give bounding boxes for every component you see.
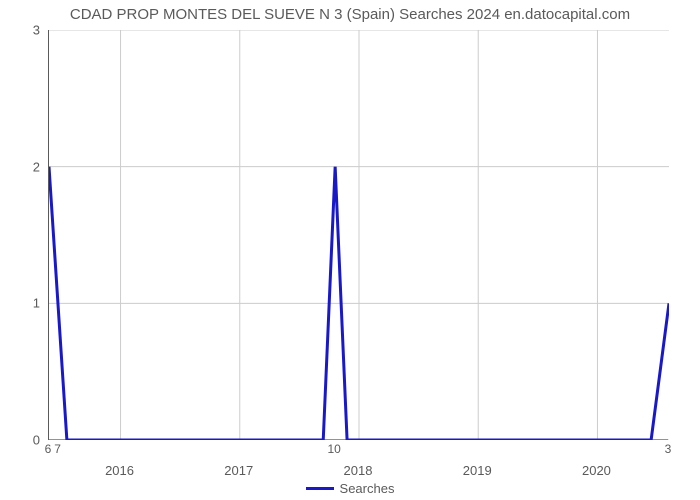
legend-swatch — [306, 487, 334, 490]
plot-area — [48, 30, 668, 440]
plot-svg — [49, 30, 669, 440]
gridlines — [49, 30, 669, 440]
spike-label: 3 — [665, 442, 672, 456]
spike-label: 7 — [54, 442, 61, 456]
legend: Searches — [0, 480, 700, 496]
y-tick-label: 2 — [0, 159, 40, 174]
x-tick-label: 2017 — [224, 463, 253, 478]
x-tick-label: 2016 — [105, 463, 134, 478]
y-tick-label: 3 — [0, 23, 40, 38]
y-tick-label: 1 — [0, 296, 40, 311]
spike-label: 10 — [327, 442, 340, 456]
spike-label: 6 — [45, 442, 52, 456]
chart-container: CDAD PROP MONTES DEL SUEVE N 3 (Spain) S… — [0, 0, 700, 500]
x-tick-label: 2018 — [344, 463, 373, 478]
x-tick-label: 2019 — [463, 463, 492, 478]
x-tick-label: 2020 — [582, 463, 611, 478]
chart-title: CDAD PROP MONTES DEL SUEVE N 3 (Spain) S… — [0, 6, 700, 23]
y-tick-label: 0 — [0, 433, 40, 448]
legend-label: Searches — [340, 481, 395, 496]
